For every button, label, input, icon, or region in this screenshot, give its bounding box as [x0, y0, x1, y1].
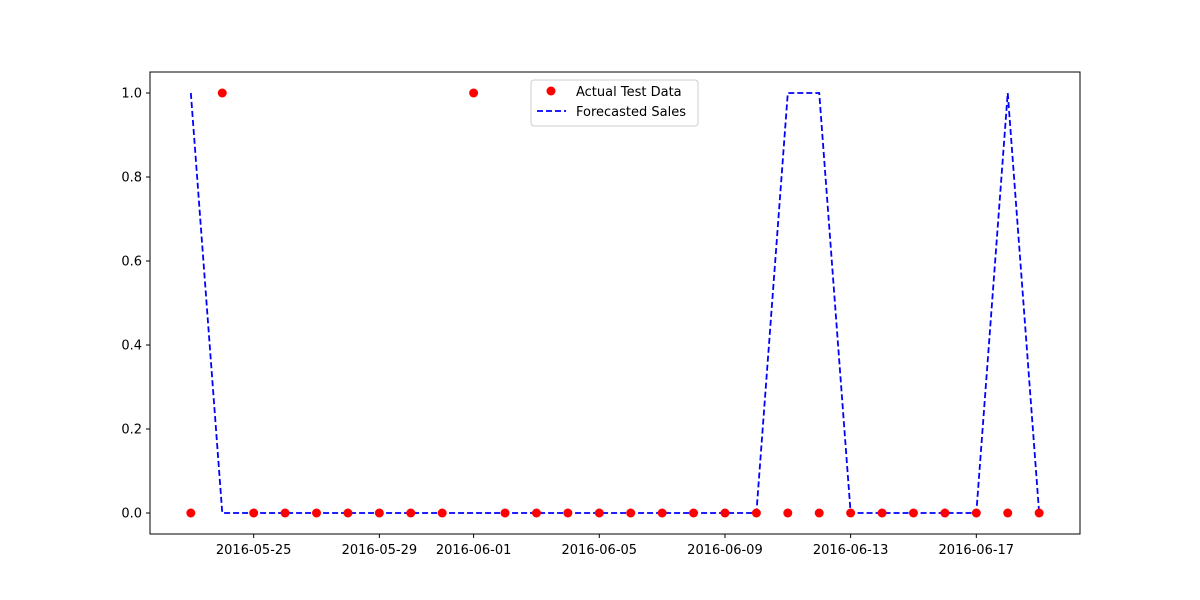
actual-data-point: [846, 508, 856, 518]
actual-data-point: [720, 508, 730, 518]
actual-data-point: [186, 508, 196, 518]
actual-data-point: [689, 508, 699, 518]
x-tick-label: 2016-05-25: [216, 543, 292, 558]
actual-data-point: [657, 508, 667, 518]
actual-data-point: [280, 508, 290, 518]
actual-data-point: [908, 508, 918, 518]
x-tick-label: 2016-06-17: [939, 543, 1015, 558]
actual-data-point: [563, 508, 573, 518]
actual-data-point: [343, 508, 353, 518]
lines-layer: [189, 92, 1041, 514]
x-tick-label: 2016-06-09: [687, 543, 763, 558]
actual-data-point: [469, 88, 479, 98]
legend-label-actual: Actual Test Data: [576, 85, 682, 100]
y-tick-label: 0.6: [121, 255, 142, 270]
x-tick-label: 2016-06-13: [813, 543, 889, 558]
points-layer: [186, 88, 1044, 518]
actual-data-point: [751, 508, 761, 518]
actual-data-point: [877, 508, 887, 518]
actual-data-point: [814, 508, 824, 518]
actual-data-point: [500, 508, 510, 518]
actual-data-point: [531, 508, 541, 518]
actual-data-point: [249, 508, 259, 518]
actual-data-point: [626, 508, 636, 518]
actual-data-point: [940, 508, 950, 518]
x-tick-label: 2016-06-01: [436, 543, 512, 558]
actual-data-point: [783, 508, 793, 518]
x-tick-label: 2016-05-29: [342, 543, 418, 558]
y-axis: 0.0 0.2 0.4 0.6 0.8 1.0: [121, 87, 150, 522]
actual-data-point: [312, 508, 322, 518]
actual-data-point: [217, 88, 227, 98]
y-tick-label: 0.4: [121, 339, 142, 354]
legend: Actual Test Data Forecasted Sales: [530, 79, 699, 127]
legend-label-forecast: Forecasted Sales: [576, 105, 686, 120]
actual-data-point: [374, 508, 384, 518]
y-tick-label: 0.8: [121, 171, 142, 186]
x-tick-label: 2016-06-05: [562, 543, 638, 558]
legend-marker-actual: [546, 86, 556, 96]
y-tick-label: 0.2: [121, 423, 142, 438]
actual-data-point: [971, 508, 981, 518]
actual-data-point: [594, 508, 604, 518]
actual-data-point: [406, 508, 416, 518]
actual-data-point: [437, 508, 447, 518]
y-tick-label: 0.0: [121, 507, 142, 522]
x-axis: 2016-05-25 2016-05-29 2016-06-01 2016-06-05…: [216, 534, 1014, 558]
legend-box: [530, 79, 699, 127]
actual-data-point: [1003, 508, 1013, 518]
plot-area-frame: [149, 71, 1081, 535]
forecast-line: [189, 92, 1041, 514]
y-tick-label: 1.0: [121, 87, 142, 102]
actual-data-point: [1034, 508, 1044, 518]
